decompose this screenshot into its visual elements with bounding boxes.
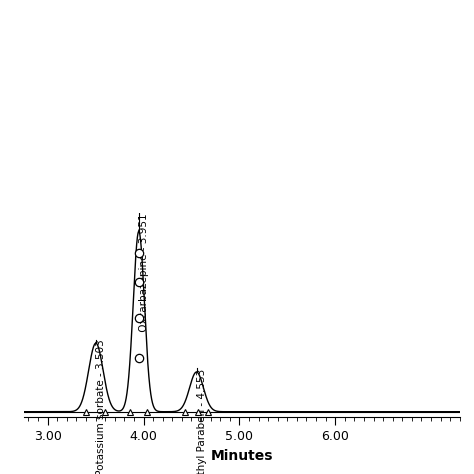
Text: Methyl Paraben - 4.553: Methyl Paraben - 4.553 bbox=[197, 368, 207, 474]
Text: Potassium sorbate - 3.503: Potassium sorbate - 3.503 bbox=[96, 339, 106, 474]
X-axis label: Minutes: Minutes bbox=[210, 449, 273, 463]
Text: Oxcarbazepine - 3.951: Oxcarbazepine - 3.951 bbox=[139, 213, 149, 335]
